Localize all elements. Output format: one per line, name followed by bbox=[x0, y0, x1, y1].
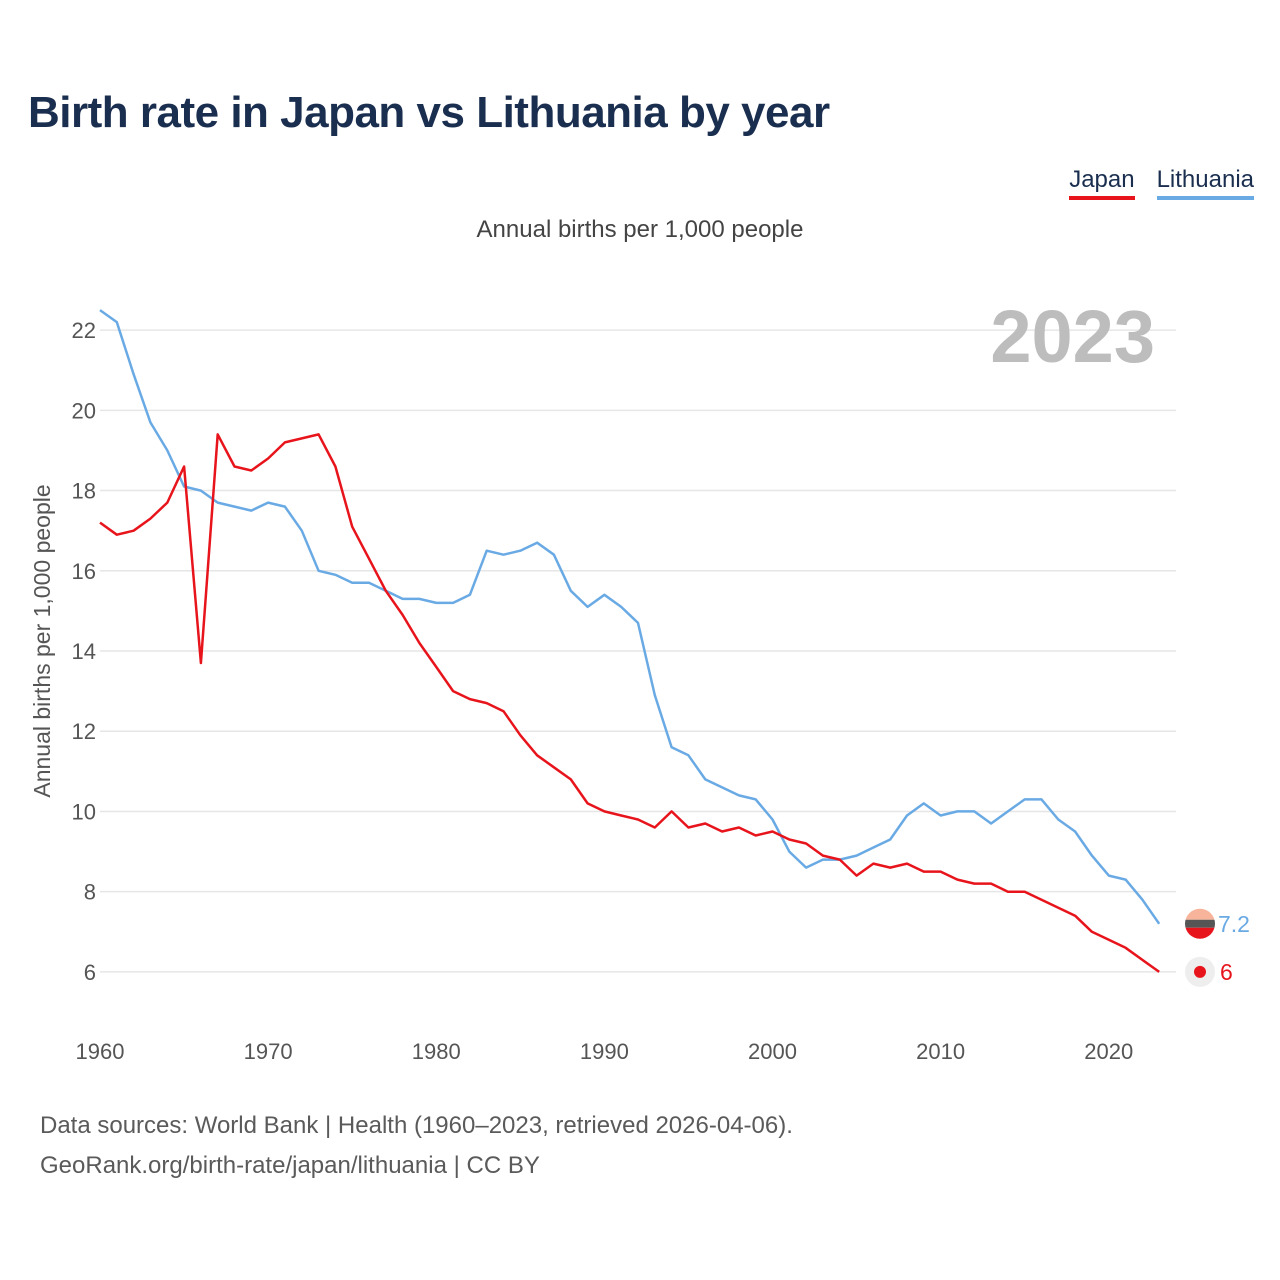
marker-band-bottom bbox=[1185, 927, 1215, 939]
x-tick-2020: 2020 bbox=[1084, 1039, 1133, 1064]
y-tick-6: 6 bbox=[84, 960, 96, 985]
x-tick-1960: 1960 bbox=[76, 1039, 125, 1064]
end-marker-japan[interactable] bbox=[1194, 965, 1206, 978]
end-marker-lithuania[interactable] bbox=[1184, 908, 1216, 940]
y-tick-18: 18 bbox=[72, 479, 96, 504]
x-tick-2000: 2000 bbox=[748, 1039, 797, 1064]
y-axis-ticks: 6 8 10 12 14 16 18 20 22 bbox=[72, 318, 96, 985]
chart-subtitle: Annual births per 1,000 people bbox=[476, 216, 804, 243]
x-tick-2010: 2010 bbox=[916, 1039, 965, 1064]
line-lithuania[interactable] bbox=[99, 309, 1161, 925]
x-tick-1990: 1990 bbox=[580, 1039, 629, 1064]
current-year-label: 2023 bbox=[990, 295, 1155, 378]
x-tick-1980: 1980 bbox=[412, 1039, 461, 1064]
x-tick-1970: 1970 bbox=[244, 1039, 293, 1064]
y-tick-8: 8 bbox=[84, 880, 96, 905]
y-tick-16: 16 bbox=[72, 559, 96, 584]
y-tick-14: 14 bbox=[72, 639, 96, 664]
y-axis-label: Annual births per 1,000 people bbox=[29, 484, 55, 797]
source-line-2[interactable]: GeoRank.org/birth-rate/japan/lithuania |… bbox=[40, 1152, 540, 1179]
y-tick-20: 20 bbox=[72, 398, 96, 423]
series-lines bbox=[99, 309, 1161, 973]
y-tick-22: 22 bbox=[72, 318, 96, 343]
legend-item-lithuania[interactable]: Lithuania bbox=[1156, 166, 1254, 200]
marker-band-mid bbox=[1185, 919, 1215, 928]
marker-band-top bbox=[1185, 908, 1215, 920]
source-line-1: Data sources: World Bank | Health (1960–… bbox=[40, 1112, 793, 1139]
source-note: Data sources: World Bank | Health (1960–… bbox=[40, 1106, 793, 1186]
line-japan[interactable] bbox=[99, 433, 1160, 973]
end-label-japan: 6 bbox=[1220, 959, 1233, 985]
legend: Japan Lithuania bbox=[1069, 166, 1254, 200]
x-axis-ticks: 1960 1970 1980 1990 2000 2010 2020 bbox=[76, 1039, 1134, 1064]
series-end-markers: 7.26 bbox=[1184, 908, 1250, 987]
y-tick-10: 10 bbox=[72, 799, 96, 824]
end-label-lithuania: 7.2 bbox=[1218, 911, 1250, 937]
y-tick-12: 12 bbox=[72, 719, 96, 744]
gridlines bbox=[100, 329, 1176, 973]
chart-title: Birth rate in Japan vs Lithuania by year bbox=[28, 88, 830, 137]
legend-item-japan[interactable]: Japan bbox=[1069, 166, 1135, 200]
